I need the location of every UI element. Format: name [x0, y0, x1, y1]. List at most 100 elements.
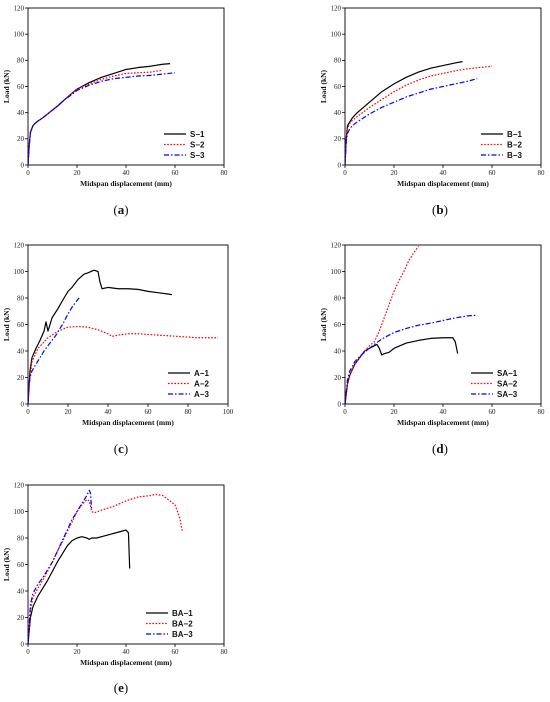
y-tick-label: 40 [334, 109, 342, 117]
x-tick-label: 40 [123, 648, 131, 656]
series-line-s-3 [28, 72, 176, 165]
y-tick-label: 0 [21, 400, 25, 408]
legend-label: A−2 [194, 380, 209, 389]
y-tick-label: 60 [334, 321, 342, 329]
legend-label: A−3 [194, 390, 209, 399]
y-tick-label: 80 [17, 57, 25, 65]
series-line-b-2 [345, 65, 493, 165]
x-axis-label: Midspan displacement (mm) [80, 179, 172, 188]
y-tick-label: 40 [17, 109, 25, 117]
series-line-a-2 [28, 325, 218, 404]
x-tick-label: 80 [221, 169, 229, 177]
y-tick-label: 20 [17, 135, 25, 143]
y-tick-label: 100 [14, 508, 25, 516]
y-tick-label: 20 [17, 374, 25, 382]
series-line-sa-2 [345, 245, 419, 404]
y-tick-label: 80 [17, 294, 25, 302]
x-tick-label: 80 [538, 169, 546, 177]
series-line-sa-1 [345, 337, 459, 404]
panel-caption: (d) [432, 441, 448, 456]
y-tick-label: 0 [338, 400, 342, 408]
series-line-a-1 [28, 269, 173, 404]
series-line-b-3 [345, 78, 478, 165]
series-line-b-1 [345, 61, 463, 165]
series-line-ba-3 [28, 489, 93, 644]
y-tick-label: 120 [331, 241, 342, 249]
x-tick-label: 0 [343, 169, 347, 177]
y-tick-label: 0 [338, 161, 342, 169]
y-tick-label: 120 [14, 241, 25, 249]
legend-label: BA−3 [172, 630, 193, 639]
y-tick-label: 80 [334, 57, 342, 65]
y-tick-label: 100 [14, 268, 25, 276]
y-axis-label: Load (kN) [2, 69, 11, 103]
series-line-ba-1 [28, 529, 131, 644]
x-tick-label: 80 [185, 408, 193, 416]
legend: A−1 A−2A−3 [168, 369, 209, 399]
x-tick-label: 60 [172, 648, 180, 656]
y-tick-label: 60 [17, 561, 25, 569]
x-tick-label: 20 [74, 648, 82, 656]
legend-label: B−2 [507, 141, 522, 150]
y-tick-label: 100 [331, 31, 342, 39]
y-tick-label: 40 [334, 347, 342, 355]
legend-label: S−3 [190, 151, 205, 160]
y-tick-label: 40 [17, 347, 25, 355]
y-axis-label: Load (kN) [319, 307, 328, 341]
y-tick-label: 60 [17, 321, 25, 329]
legend: B−1 B−2B−3 [481, 130, 522, 160]
y-tick-label: 120 [331, 4, 342, 12]
series-line-s-1 [28, 63, 171, 165]
series-line-ba-2 [28, 493, 183, 644]
x-tick-label: 40 [123, 169, 131, 177]
y-tick-label: 0 [21, 640, 25, 648]
chart-panel-e: 0 20 40 60 80 0 20 40 60 80 100 120 Midspan displace… [2, 481, 228, 695]
y-tick-label: 100 [14, 31, 25, 39]
x-tick-label: 20 [391, 169, 399, 177]
panel-caption: (a) [113, 202, 128, 217]
y-axis-label: Load (kN) [319, 69, 328, 103]
legend-label: A−1 [194, 369, 209, 378]
y-tick-label: 100 [331, 268, 342, 276]
y-axis-label: Load (kN) [2, 547, 11, 581]
x-tick-label: 80 [221, 648, 229, 656]
panel-caption: (e) [114, 680, 128, 695]
y-tick-label: 20 [334, 135, 342, 143]
legend: SA−1 SA−2SA−3 [471, 369, 518, 399]
legend-label: B−3 [507, 151, 522, 160]
x-axis-label: Midspan displacement (mm) [82, 418, 174, 427]
legend-label: S−1 [190, 130, 205, 139]
x-tick-label: 60 [489, 169, 497, 177]
y-axis-label: Load (kN) [2, 307, 11, 341]
x-tick-label: 40 [105, 408, 113, 416]
x-tick-label: 0 [26, 169, 30, 177]
y-tick-label: 80 [334, 294, 342, 302]
y-tick-label: 120 [14, 481, 25, 489]
series-line-s-2 [28, 69, 163, 165]
x-tick-label: 80 [538, 408, 546, 416]
y-tick-label: 80 [17, 534, 25, 542]
x-tick-label: 20 [74, 169, 82, 177]
legend-label: S−2 [190, 141, 205, 150]
x-tick-label: 60 [172, 169, 180, 177]
chart-panel-c: 0 20 40 60 80 100 0 20 40 60 80 100 120 Midspan displ… [2, 241, 234, 456]
x-tick-label: 0 [26, 408, 30, 416]
y-tick-label: 20 [334, 374, 342, 382]
legend: BA−1 BA−2BA−3 [146, 609, 193, 639]
legend-label: SA−2 [497, 380, 518, 389]
x-tick-label: 60 [145, 408, 153, 416]
x-tick-label: 0 [343, 408, 347, 416]
x-tick-label: 100 [223, 408, 234, 416]
y-tick-label: 20 [17, 614, 25, 622]
x-tick-label: 40 [440, 408, 448, 416]
y-tick-label: 120 [14, 4, 25, 12]
panel-caption: (c) [114, 441, 128, 456]
legend: S−1 S−2S−3 [164, 130, 205, 160]
series-line-sa-3 [345, 314, 478, 404]
x-tick-label: 40 [440, 169, 448, 177]
plot-frame [27, 484, 225, 645]
legend-label: B−1 [507, 130, 522, 139]
x-axis-label: Midspan displacement (mm) [80, 658, 172, 667]
legend-label: BA−1 [172, 609, 193, 618]
